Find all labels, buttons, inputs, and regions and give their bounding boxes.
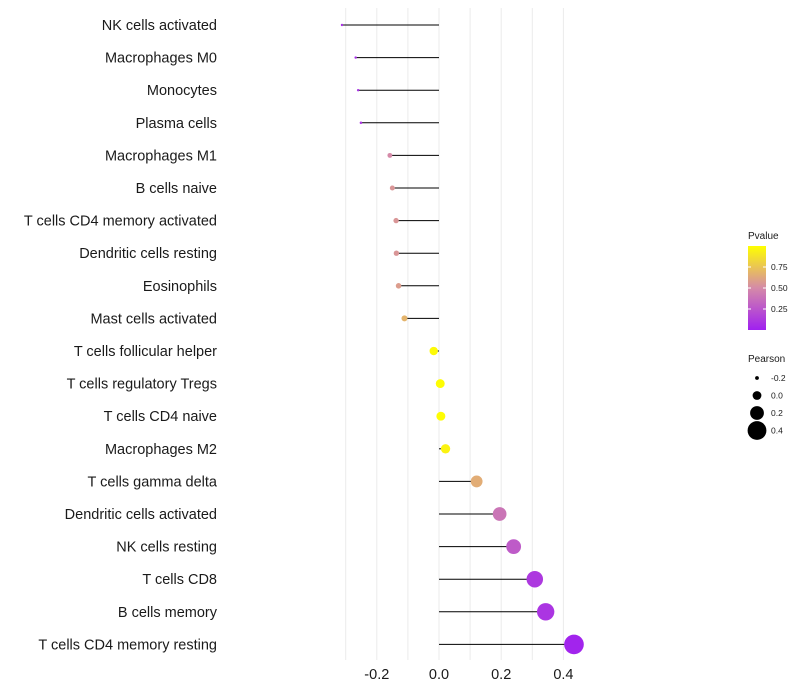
category-label: NK cells activated [102,18,217,34]
category-label: B cells naive [136,181,217,197]
lollipop-point [470,475,483,488]
lollipop-point [387,152,393,158]
pearson-legend-title: Pearson [748,354,785,365]
pvalue-color-legend: Pvalue 0.25 0.50 0.75 [748,231,788,330]
category-label: T cells CD4 memory activated [24,214,217,230]
lollipop-point [435,379,445,389]
category-label: Eosinophils [143,279,217,295]
colorbar-tick-label: 0.75 [771,262,788,272]
x-axis-tick-labels: -0.2 0.0 0.2 0.4 [364,667,573,683]
x-tick-label: 0.4 [553,667,573,683]
category-label: Mast cells activated [90,311,217,327]
colorbar-tick-label: 0.50 [771,283,788,293]
category-label: Macrophages M1 [105,148,217,164]
lollipop-point [401,315,408,322]
pvalue-colorbar [748,246,766,330]
x-tick-label: 0.2 [491,667,511,683]
lollipop-point [436,411,446,421]
lollipop-point [492,507,507,521]
category-label: NK cells resting [116,540,217,556]
lollipop-points [340,23,584,655]
lollipop-point [354,56,357,59]
category-label: Macrophages M2 [105,442,217,458]
lollipop-point [393,217,399,224]
category-label: B cells memory [118,605,218,621]
grid-lines [345,8,564,660]
lollipop-point [359,121,363,125]
category-label: Plasma cells [136,116,217,132]
size-legend-key [750,406,764,420]
x-tick-label: 0.0 [429,667,449,683]
lollipop-point [536,603,555,621]
size-legend-label: 0.4 [771,426,783,436]
category-label: Monocytes [147,83,217,99]
pvalue-legend-title: Pvalue [748,231,779,242]
category-label: Dendritic cells resting [79,246,217,262]
x-tick-label: -0.2 [364,667,389,683]
size-legend-key [752,391,762,400]
category-label: T cells CD8 [142,572,217,588]
lollipop-point [356,89,360,92]
category-label: T cells follicular helper [74,344,217,360]
pearson-size-legend: Pearson -0.2 0.0 0.2 0.4 [747,354,786,440]
size-legend-key [747,421,767,440]
size-legend-key [755,376,759,380]
category-label: T cells regulatory Tregs [67,377,217,393]
category-label: Macrophages M0 [105,51,217,67]
lollipop-point [564,634,584,655]
category-label: T cells CD4 memory resting [38,637,217,653]
lollipop-point [440,444,451,454]
size-legend-label: -0.2 [771,373,786,383]
lollipop-point [526,570,544,588]
lollipop-point [393,250,400,256]
colorbar-tick-label: 0.25 [771,304,788,314]
lollipop-point [389,185,395,191]
size-legend-label: 0.0 [771,391,783,401]
lollipop-stems [341,24,574,645]
category-label: T cells CD4 naive [104,409,217,425]
lollipop-point [340,23,344,27]
category-label: T cells gamma delta [88,474,218,490]
category-label: Dendritic cells activated [65,507,217,523]
lollipop-point [395,283,402,289]
lollipop-point [506,539,522,554]
lollipop-point [429,346,438,356]
category-labels: NK cells activated Macrophages M0 Monocyte… [24,18,218,653]
size-legend-label: 0.2 [771,408,783,418]
